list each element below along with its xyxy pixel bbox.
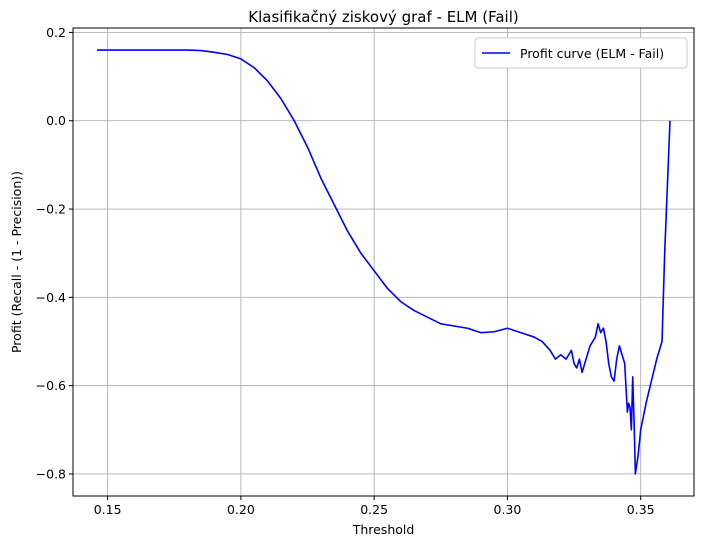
- y-gridlines: [73, 31, 694, 475]
- y-tick-label: −0.8: [36, 466, 66, 481]
- x-gridlines: [107, 28, 642, 496]
- y-tick-label: 0.2: [46, 25, 66, 40]
- y-tick-label: −0.4: [36, 290, 66, 305]
- x-tick-label: 0.25: [360, 502, 388, 517]
- legend: Profit curve (ELM - Fail): [474, 37, 688, 69]
- x-tick-label: 0.15: [94, 502, 122, 517]
- x-axis-label: Threshold: [352, 522, 415, 537]
- plot-background: [73, 28, 694, 496]
- x-tick-label: 0.35: [627, 502, 655, 517]
- y-axis-label: Profit (Recall - (1 - Precision)): [9, 171, 24, 353]
- x-axis-ticks: 0.15 0.20 0.25 0.30 0.35: [94, 496, 655, 517]
- y-tick-label: −0.6: [36, 378, 66, 393]
- y-tick-label: −0.2: [36, 202, 66, 217]
- x-tick-label: 0.20: [227, 502, 255, 517]
- y-tick-label: 0.0: [46, 113, 66, 128]
- plot-frame: [72, 27, 695, 497]
- series-line: [96, 49, 671, 475]
- legend-box: [474, 37, 688, 69]
- x-tick-label: 0.30: [494, 502, 522, 517]
- y-axis-ticks: 0.2 0.0 −0.2 −0.4 −0.6 −0.8: [36, 25, 73, 481]
- chart-title: Klasifikačný ziskový graf - ELM (Fail): [248, 8, 518, 26]
- legend-label: Profit curve (ELM - Fail): [520, 46, 664, 61]
